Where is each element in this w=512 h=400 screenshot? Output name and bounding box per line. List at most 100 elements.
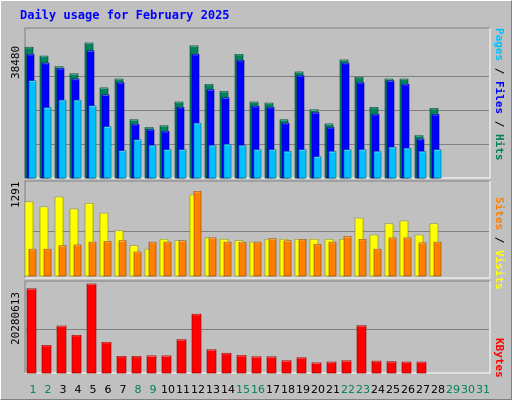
- kbytes-bar-day-27: [416, 361, 427, 374]
- sites-bar-day-10: [163, 241, 172, 277]
- pages-bar-day-20-body: [313, 156, 322, 179]
- sites-bar-day-26-body: [403, 237, 412, 277]
- pages-bar-day-7-body: [118, 150, 127, 179]
- sites-bar-day-3-body: [58, 245, 67, 277]
- sites-bar-day-23: [358, 239, 367, 277]
- legend-kbytes: KBytes: [493, 338, 506, 378]
- sites-bar-day-3: [58, 245, 67, 277]
- kbytes-bar-day-26: [401, 361, 412, 374]
- x-label-day-6: 6: [105, 383, 112, 396]
- kbytes-bar-day-14-body: [221, 352, 232, 374]
- pages-bar-day-2: [43, 107, 52, 179]
- pages-bar-day-12: [193, 122, 202, 179]
- pages-bar-day-5-body: [88, 105, 97, 179]
- pages-bar-day-17: [268, 149, 277, 179]
- sites-bar-day-18-body: [283, 240, 292, 277]
- pages-bar-day-25: [388, 146, 397, 179]
- kbytes-bar-day-4: [71, 334, 82, 374]
- kbytes-bar-day-5: [86, 283, 97, 374]
- sites-bar-day-2-body: [43, 248, 52, 277]
- pages-bar-day-16: [253, 149, 262, 179]
- x-label-day-26: 26: [401, 383, 415, 396]
- kbytes-bar-day-3-body: [56, 325, 67, 374]
- pages-bar-day-26-body: [403, 148, 412, 179]
- kbytes-bar-day-18-body: [281, 360, 292, 374]
- x-label-day-3: 3: [60, 383, 67, 396]
- sites-bar-day-25: [388, 237, 397, 277]
- sites-bar-day-22-body: [343, 236, 352, 277]
- pages-bar-day-25-body: [388, 146, 397, 179]
- x-label-day-9: 9: [150, 383, 157, 396]
- pages-bar-day-1: [28, 80, 37, 179]
- x-label-day-19: 19: [296, 383, 310, 396]
- kbytes-bar-day-10-body: [161, 355, 172, 374]
- sites-bar-day-28: [433, 241, 442, 277]
- kbytes-ymax-label: 20280613: [9, 292, 22, 345]
- pages-bar-day-3: [58, 99, 67, 179]
- sites-bar-day-17-body: [268, 238, 277, 277]
- kbytes-bar-day-16-body: [251, 356, 262, 374]
- kbytes-bar-day-7-body: [116, 356, 127, 374]
- pages-bar-day-4: [73, 99, 82, 179]
- sites-bar-day-24: [373, 248, 382, 277]
- legend-sep: /: [493, 230, 506, 250]
- legend-kbytes-label: KBytes: [493, 338, 506, 378]
- kbytes-bar-day-2: [41, 345, 52, 374]
- kbytes-bar-day-8-body: [131, 356, 142, 374]
- kbytes-bar-day-15-body: [236, 355, 247, 374]
- kbytes-bar-day-25-body: [386, 361, 397, 374]
- kbytes-bar-day-6: [101, 341, 112, 374]
- kbytes-bar-day-19-body: [296, 357, 307, 374]
- pages-bar-day-15-body: [238, 145, 247, 179]
- sites-bar-day-27: [418, 242, 427, 277]
- sites-bar-day-5: [88, 241, 97, 277]
- kbytes-bar-day-20: [311, 362, 322, 374]
- sites-bar-day-13-body: [208, 237, 217, 277]
- sites-bar-day-8-body: [133, 251, 142, 277]
- sites-bar-day-24-body: [373, 248, 382, 277]
- pages-bar-day-2-body: [43, 107, 52, 179]
- pages-bar-day-18-body: [283, 151, 292, 179]
- pages-bar-day-23-body: [358, 149, 367, 179]
- kbytes-bar-day-12-body: [191, 313, 202, 374]
- pages-bar-day-4-body: [73, 99, 82, 179]
- sites-bar-day-28-body: [433, 241, 442, 277]
- sites-bar-day-2: [43, 248, 52, 277]
- pages-bar-day-10-body: [163, 149, 172, 179]
- pages-bar-day-15: [238, 145, 247, 179]
- sites-bar-day-15-body: [238, 241, 247, 277]
- sites-bar-day-22: [343, 236, 352, 277]
- kbytes-bar-day-7: [116, 356, 127, 374]
- kbytes-bar-day-15: [236, 355, 247, 374]
- kbytes-bar-day-8: [131, 356, 142, 374]
- sites-bar-day-9: [148, 241, 157, 277]
- pages-bar-day-11-body: [178, 149, 187, 179]
- sites-bar-day-13: [208, 237, 217, 277]
- kbytes-bar-day-17-body: [266, 356, 277, 374]
- pages-bar-day-1-body: [28, 80, 37, 179]
- kbytes-bar-day-21: [326, 361, 337, 374]
- kbytes-bar-day-9-body: [146, 355, 157, 374]
- x-label-day-1: 1: [30, 383, 37, 396]
- x-label-day-5: 5: [90, 383, 97, 396]
- pages-bar-day-6-body: [103, 126, 112, 179]
- x-label-day-27: 27: [416, 383, 430, 396]
- x-label-day-12: 12: [191, 383, 205, 396]
- kbytes-bar-day-18: [281, 360, 292, 374]
- sites-bar-day-14: [223, 241, 232, 277]
- kbytes-bar-day-16: [251, 356, 262, 374]
- kbytes-bar-day-22: [341, 360, 352, 374]
- kbytes-bar-day-21-body: [326, 361, 337, 374]
- pages-bar-day-8-body: [133, 139, 142, 179]
- sites-bar-day-14-body: [223, 241, 232, 277]
- sites-bar-day-19-body: [298, 239, 307, 277]
- sites-bar-day-27-body: [418, 242, 427, 277]
- x-label-day-17: 17: [266, 383, 280, 396]
- pages-bar-day-14: [223, 144, 232, 179]
- sites-bar-day-18: [283, 240, 292, 277]
- sites-bar-day-6-body: [103, 241, 112, 277]
- sites-bar-day-20: [313, 243, 322, 277]
- pages-bar-day-9: [148, 145, 157, 179]
- sites-bar-day-10-body: [163, 241, 172, 277]
